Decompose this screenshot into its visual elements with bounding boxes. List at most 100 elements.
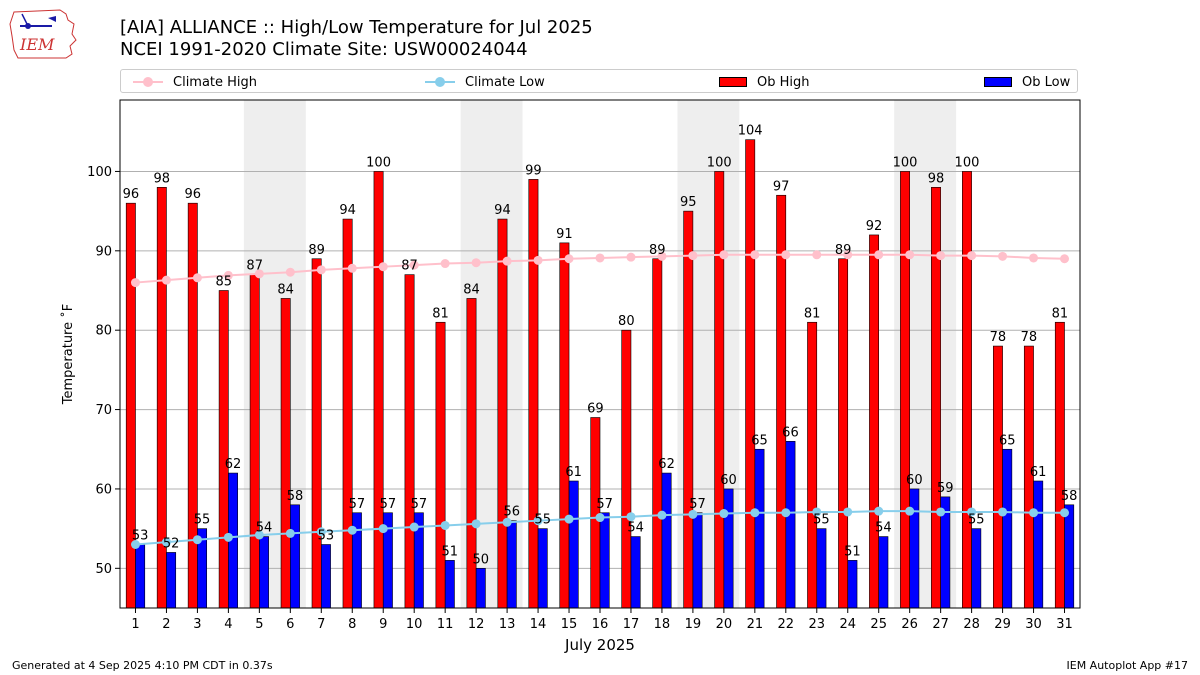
x-axis-label: July 2025 [564,636,635,654]
point-climate-high-6 [285,267,295,277]
y-axis-label: Temperature ˚F [60,304,76,405]
point-climate-low-4 [223,532,233,542]
point-climate-high-22 [781,250,791,260]
x-tick-label-1: 1 [131,617,139,632]
label-ob-high-28: 100 [955,155,980,170]
label-ob-low-18: 62 [658,457,675,472]
label-ob-low-15: 61 [565,465,582,480]
x-tick-label-19: 19 [685,617,702,632]
label-ob-low-25: 54 [875,521,892,536]
x-tick-label-27: 27 [932,617,949,632]
x-tick-label-12: 12 [468,617,485,632]
point-climate-low-2 [161,537,171,547]
label-ob-high-18: 89 [649,243,666,258]
label-ob-high-26: 100 [893,155,918,170]
point-climate-low-7 [316,527,326,537]
x-tick-label-4: 4 [224,617,232,632]
label-ob-low-3: 55 [194,513,211,528]
footer-generated: Generated at 4 Sep 2025 4:10 PM CDT in 0… [12,659,273,672]
label-ob-high-25: 92 [866,219,883,234]
y-tick-label-90: 90 [95,244,112,259]
bar-ob-low-25 [878,536,889,609]
bar-ob-low-14 [537,528,548,609]
bar-ob-high-17 [621,329,632,609]
label-ob-high-9: 100 [366,155,391,170]
legend-swatch-climate-low [425,77,455,87]
logo-lettering: IEM [19,35,55,54]
label-ob-high-14: 99 [525,163,542,178]
label-ob-high-20: 100 [707,155,732,170]
point-climate-high-15 [564,254,574,264]
label-ob-low-22: 66 [782,425,799,440]
x-tick-label-2: 2 [162,617,170,632]
point-climate-high-27 [936,251,946,261]
x-tick-label-8: 8 [348,617,356,632]
point-climate-low-30 [1029,508,1039,518]
bar-ob-low-7 [320,544,331,609]
x-tick-label-30: 30 [1025,617,1042,632]
bar-ob-high-3 [187,202,198,609]
point-climate-low-27 [936,507,946,517]
point-climate-high-9 [378,262,388,272]
label-ob-low-26: 60 [906,473,923,488]
bar-ob-low-29 [1002,448,1013,609]
label-ob-low-12: 50 [473,552,490,567]
legend-swatch-climate-high [133,77,163,87]
bar-ob-high-23 [807,321,818,609]
x-tick-label-28: 28 [963,617,980,632]
label-ob-high-16: 69 [587,402,604,417]
label-ob-low-2: 52 [163,536,180,551]
point-climate-low-13 [502,517,512,527]
point-climate-high-28 [967,251,977,261]
label-ob-high-4: 85 [215,275,232,290]
point-climate-high-13 [502,256,512,266]
bar-ob-high-11 [435,321,446,609]
legend-item-ob-high: Ob High [719,73,810,91]
bar-ob-high-8 [342,218,353,609]
x-tick-label-6: 6 [286,617,294,632]
bar-ob-low-31 [1064,504,1075,609]
label-ob-low-7: 53 [318,529,335,544]
label-ob-low-14: 55 [534,513,551,528]
label-ob-low-6: 58 [287,489,304,504]
label-ob-low-21: 65 [751,433,768,448]
label-ob-high-7: 89 [308,243,325,258]
label-ob-high-23: 81 [804,306,821,321]
label-ob-high-17: 80 [618,314,635,329]
point-climate-low-24 [843,507,853,517]
x-tick-label-22: 22 [778,617,795,632]
bar-ob-high-25 [869,234,880,609]
label-ob-high-19: 95 [680,195,697,210]
chart-title: [AIA] ALLIANCE :: High/Low Temperature f… [120,17,593,38]
label-ob-low-10: 57 [411,497,428,512]
x-tick-label-13: 13 [499,617,516,632]
bar-ob-low-20 [723,488,734,609]
bar-ob-high-7 [311,258,322,609]
legend-label-ob-low: Ob Low [1022,74,1071,90]
x-tick-label-10: 10 [406,617,423,632]
bar-ob-high-5 [249,274,260,609]
label-ob-low-29: 65 [999,433,1016,448]
x-tick-label-16: 16 [592,617,609,632]
bar-ob-high-6 [280,298,291,609]
label-ob-high-15: 91 [556,227,573,242]
point-climate-low-8 [347,525,357,535]
bar-ob-high-16 [590,417,601,609]
point-climate-high-19 [688,251,698,261]
point-climate-high-12 [471,258,481,268]
x-tick-label-26: 26 [901,617,918,632]
point-climate-high-26 [905,250,915,260]
x-tick-label-23: 23 [809,617,826,632]
point-climate-low-22 [781,508,791,518]
point-climate-high-1 [130,278,140,288]
bar-ob-low-5 [259,536,269,609]
point-climate-low-1 [130,540,140,549]
point-climate-high-14 [533,255,543,265]
bar-ob-low-30 [1033,480,1044,609]
y-tick-label-50: 50 [95,562,112,577]
label-ob-high-22: 97 [773,179,790,194]
legend-label-ob-high: Ob High [757,74,810,90]
point-climate-high-25 [874,250,884,260]
x-tick-label-25: 25 [870,617,887,632]
bar-ob-low-6 [290,504,300,609]
